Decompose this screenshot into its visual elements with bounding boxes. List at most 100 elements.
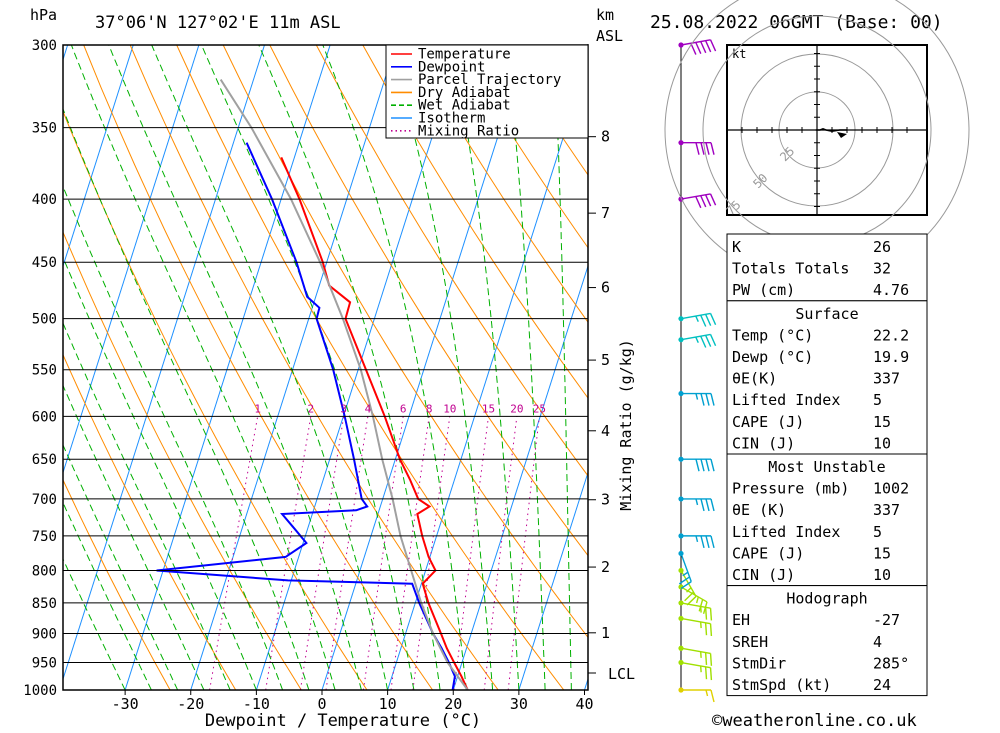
temperature-tick-label: -10 bbox=[243, 695, 270, 713]
mixing-ratio-lines bbox=[209, 416, 540, 690]
mixing-ratio-value-label: 25 bbox=[533, 402, 546, 415]
wet-adiabat-line bbox=[63, 256, 257, 690]
wind-barb-half-flag bbox=[686, 587, 692, 593]
wind-barbs bbox=[678, 39, 717, 703]
wet-adiabat-line bbox=[63, 185, 284, 690]
isotherm-line bbox=[387, 57, 588, 690]
index-value: -27 bbox=[873, 611, 900, 629]
hodograph-trace bbox=[815, 127, 847, 132]
index-value: 32 bbox=[873, 260, 891, 278]
wind-barb-flag bbox=[710, 498, 715, 512]
index-value: 5 bbox=[873, 391, 882, 409]
index-value: 337 bbox=[873, 370, 900, 388]
pressure-tick-label: 700 bbox=[32, 492, 57, 508]
wind-barb-flag bbox=[695, 459, 700, 472]
temperature-tick-label: 30 bbox=[510, 695, 528, 713]
km-tick-label: 6 bbox=[601, 279, 610, 297]
pressure-axis: 300 350 400 450 500 550 600 650 700 750 800 850 900 9… bbox=[23, 38, 57, 699]
index-label: CIN (J) bbox=[732, 566, 795, 584]
wind-barb-flag bbox=[705, 498, 710, 512]
wet-adiabat-line bbox=[63, 443, 179, 690]
wind-barb-flag bbox=[684, 591, 694, 602]
index-value: 10 bbox=[873, 566, 891, 584]
isotherm-line bbox=[452, 264, 588, 690]
wind-barb-flag bbox=[700, 41, 707, 54]
isotherm-line bbox=[63, 45, 134, 268]
km-tick-label: 5 bbox=[601, 351, 610, 369]
wind-barb-flag bbox=[678, 576, 690, 585]
wind-barb-flag bbox=[710, 142, 715, 155]
wind-barb-flag bbox=[680, 581, 692, 590]
hodograph-unit: kt bbox=[732, 47, 746, 61]
index-label: CIN (J) bbox=[732, 434, 795, 452]
temperature-axis: -30 -20 -10 0 10 20 30 40 bbox=[112, 690, 594, 713]
mixing-ratio-value-label: 3 bbox=[340, 402, 347, 415]
index-label: StmSpd (kt) bbox=[732, 676, 831, 694]
wet-adiabat-line bbox=[451, 45, 520, 690]
wind-barb-flag bbox=[709, 39, 717, 52]
wind-barb-flag bbox=[704, 194, 712, 207]
storm-motion-marker bbox=[837, 132, 847, 138]
legend-label: Mixing Ratio bbox=[418, 123, 519, 139]
wind-barb bbox=[678, 312, 717, 327]
wind-barb bbox=[678, 456, 715, 472]
wind-barb-flag bbox=[698, 599, 704, 612]
wind-barb-dot bbox=[678, 659, 684, 666]
pressure-tick-label: 400 bbox=[32, 192, 57, 208]
wind-barb-half-flag bbox=[695, 498, 699, 506]
pressure-tick-label: 800 bbox=[32, 563, 57, 579]
index-table-box bbox=[726, 453, 928, 587]
wind-barb-flag bbox=[704, 622, 708, 636]
wind-barb-half-flag bbox=[705, 689, 709, 697]
temperature-profile bbox=[280, 156, 469, 690]
wind-barb-flag bbox=[709, 193, 717, 206]
wind-barb-dot bbox=[678, 533, 684, 539]
index-label: CAPE (J) bbox=[732, 544, 804, 562]
isotherm-line bbox=[0, 45, 2, 690]
index-section-title: Surface bbox=[795, 305, 858, 323]
wind-barb-dot bbox=[678, 600, 684, 606]
wind-barb-flag bbox=[705, 535, 710, 549]
pressure-tick-label: 550 bbox=[32, 363, 57, 379]
km-tick-label: 2 bbox=[601, 558, 610, 576]
wind-barb-flag bbox=[695, 42, 702, 54]
isotherm-line bbox=[63, 45, 200, 475]
legend-box bbox=[385, 44, 589, 139]
index-label: Totals Totals bbox=[732, 260, 849, 278]
mixing-ratio-value-label: 6 bbox=[400, 402, 407, 415]
km-tick-label: 3 bbox=[601, 491, 610, 509]
dry-adiabat-line bbox=[129, 45, 499, 690]
km-unit-label: km bbox=[596, 6, 614, 24]
wet-adiabat-line bbox=[388, 45, 494, 690]
wind-barb bbox=[678, 496, 715, 512]
legend-label: Dewpoint bbox=[418, 59, 485, 75]
pressure-tick-label: 650 bbox=[32, 452, 57, 468]
wet-adiabat-line bbox=[505, 45, 546, 690]
index-label: PW (cm) bbox=[732, 281, 795, 299]
index-label: Temp (°C) bbox=[732, 326, 813, 344]
wind-barb-half-flag bbox=[695, 596, 699, 604]
index-value: 337 bbox=[873, 501, 900, 519]
index-label: Dewp (°C) bbox=[732, 348, 813, 366]
index-table-box bbox=[726, 300, 928, 455]
wind-barb-flag bbox=[702, 601, 708, 615]
mixing-ratio-value-label: 8 bbox=[426, 402, 433, 415]
wind-barb-dot bbox=[678, 456, 684, 462]
mixing-ratio-labels: 1 2 3 4 6 8 10 15 20 25 bbox=[254, 402, 546, 415]
wind-barb bbox=[678, 140, 715, 155]
index-value: 5 bbox=[873, 523, 882, 541]
wind-barb-flag bbox=[700, 335, 707, 348]
index-label: K bbox=[732, 238, 741, 256]
wind-barb-half-flag bbox=[695, 535, 699, 543]
wet-adiabat-line bbox=[553, 45, 572, 690]
isotherm-line bbox=[124, 45, 331, 690]
wind-barb-half-flag bbox=[695, 393, 699, 400]
temperature-tick-label: 20 bbox=[444, 695, 462, 713]
mixing-ratio-value-label: 10 bbox=[443, 402, 456, 415]
wind-barb-shaft bbox=[680, 553, 692, 582]
km-tick-label: 8 bbox=[601, 128, 610, 146]
wind-barb-flag bbox=[690, 42, 697, 55]
wind-barb-flag bbox=[686, 595, 697, 606]
km-tick-label: 1 bbox=[601, 624, 610, 642]
